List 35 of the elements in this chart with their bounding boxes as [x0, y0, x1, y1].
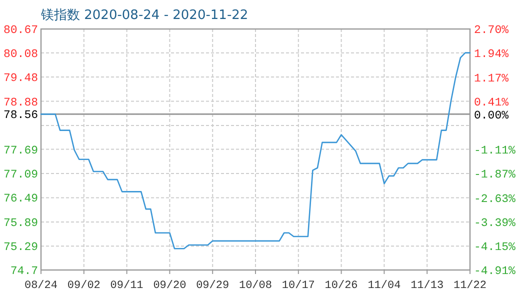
x-tick-label: 10/08: [238, 280, 272, 292]
y2-tick-label: 2.70%: [474, 24, 509, 37]
y-tick-label: 80.67: [3, 24, 38, 37]
y2-tick-label: -4.15%: [474, 240, 516, 254]
y-tick-label: 80.08: [3, 48, 38, 61]
y2-tick-label: -4.91%: [474, 265, 516, 278]
y-tick-label: 79.48: [3, 72, 38, 86]
y2-tick-label: 1.17%: [474, 72, 509, 86]
y-tick-label: 78.56: [3, 109, 38, 122]
y2-tick-label: 1.94%: [474, 48, 509, 62]
y2-tick-label: 0.00%: [474, 110, 509, 123]
y-tick-label: 78.88: [3, 96, 38, 110]
line-series: [40, 52, 471, 250]
y2-tick-label: -2.63%: [474, 192, 516, 206]
y-tick-label: 77.69: [3, 144, 38, 158]
x-tick-label: 11/13: [410, 280, 444, 292]
y-tick-label: 74.7: [10, 265, 38, 278]
x-tick-label: 10/17: [282, 280, 315, 292]
x-tick-label: 10/26: [324, 280, 358, 292]
y2-tick-label: 0.41%: [474, 96, 509, 110]
y-tick-label: 77.09: [3, 168, 38, 182]
y2-tick-label: -1.11%: [474, 144, 516, 158]
x-tick-label: 09/02: [67, 280, 100, 292]
x-tick-label: 09/29: [196, 280, 230, 292]
y2-tick-label: -1.87%: [474, 168, 516, 182]
y-tick-label: 75.29: [3, 241, 38, 254]
y-tick-label: 75.89: [3, 216, 38, 230]
x-tick-label: 11/04: [368, 280, 402, 292]
x-tick-label: 11/22: [453, 280, 487, 292]
y-tick-label: 76.49: [3, 192, 38, 206]
x-tick-label: 09/11: [110, 280, 144, 292]
x-tick-label: 08/24: [24, 280, 58, 292]
chart-title: 镁指数 2020-08-24 - 2020-11-22: [40, 8, 248, 23]
x-tick-label: 09/20: [153, 280, 186, 292]
y2-tick-label: -3.39%: [474, 216, 516, 230]
